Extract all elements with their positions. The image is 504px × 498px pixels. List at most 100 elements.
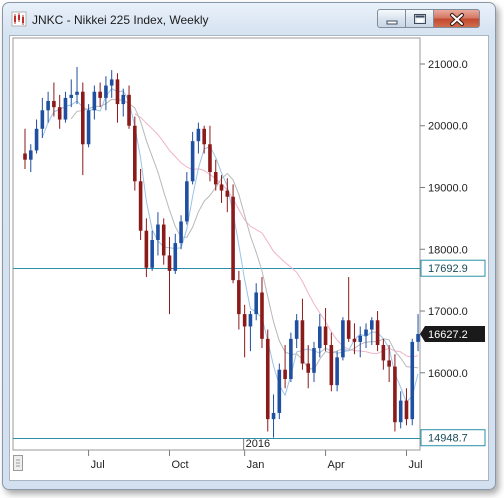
x-tick-label: Jul	[408, 459, 422, 471]
candle[interactable]	[312, 341, 316, 383]
candle[interactable]	[237, 270, 241, 330]
candle[interactable]	[92, 85, 97, 120]
candle-body	[289, 338, 293, 379]
candle[interactable]	[375, 311, 380, 352]
candle[interactable]	[57, 94, 62, 129]
candle[interactable]	[121, 88, 126, 117]
candle-body	[69, 94, 74, 98]
candle-body	[219, 184, 224, 191]
candle[interactable]	[208, 125, 212, 182]
candle[interactable]	[410, 338, 415, 426]
candle[interactable]	[398, 391, 403, 429]
candle[interactable]	[150, 230, 154, 271]
candle[interactable]	[69, 79, 74, 108]
candle[interactable]	[346, 277, 351, 342]
candle[interactable]	[271, 394, 276, 438]
candle[interactable]	[173, 233, 178, 274]
candle[interactable]	[317, 314, 322, 358]
candle-body	[109, 79, 114, 86]
chart-app-icon	[11, 11, 27, 27]
candle-body	[404, 400, 409, 420]
title-bar[interactable]: JNKC - Nikkei 225 Index, Weekly	[3, 3, 495, 35]
candle[interactable]	[323, 307, 328, 352]
candle[interactable]	[81, 82, 85, 176]
candle-body	[277, 369, 282, 413]
candle-body	[398, 400, 403, 423]
candle[interactable]	[127, 85, 131, 129]
candle-body	[225, 190, 230, 197]
y-tick-label: 16000.0	[428, 368, 468, 380]
candle[interactable]	[46, 91, 50, 123]
candle[interactable]	[225, 178, 230, 213]
candle[interactable]	[104, 76, 108, 111]
candle[interactable]	[144, 218, 149, 278]
candle[interactable]	[381, 338, 386, 370]
candle[interactable]	[306, 344, 311, 389]
candle-body	[335, 357, 339, 386]
scroll-left-handle[interactable]	[13, 455, 23, 471]
candle[interactable]	[156, 212, 160, 256]
candle[interactable]	[260, 277, 264, 349]
candle[interactable]	[219, 175, 224, 203]
price-chart[interactable]: 21000.0 20000.0 19000.0 18000.0 17000.0 16000…	[10, 36, 488, 480]
minimize-button[interactable]	[377, 9, 406, 28]
candle[interactable]	[404, 388, 409, 426]
candle-body	[410, 341, 415, 420]
candle[interactable]	[28, 144, 33, 173]
candle[interactable]	[75, 67, 79, 105]
candle[interactable]	[289, 332, 293, 383]
sma-slow-line	[134, 113, 419, 358]
candle[interactable]	[335, 351, 339, 392]
candle[interactable]	[329, 332, 334, 392]
candle[interactable]	[190, 131, 195, 185]
candle-body	[329, 344, 334, 386]
candle[interactable]	[196, 122, 201, 154]
candle[interactable]	[265, 329, 270, 432]
candle[interactable]	[202, 125, 206, 154]
candle[interactable]	[23, 128, 27, 169]
candle[interactable]	[277, 363, 282, 420]
candle[interactable]	[341, 317, 345, 361]
candle[interactable]	[133, 116, 137, 191]
candle[interactable]	[86, 104, 91, 148]
candle[interactable]	[98, 82, 102, 108]
candle[interactable]	[161, 218, 166, 265]
candle[interactable]	[416, 314, 420, 352]
candle-body	[52, 101, 56, 108]
close-button[interactable]	[434, 9, 480, 28]
candle[interactable]	[34, 119, 39, 154]
y-tick-label: 20000.0	[428, 121, 468, 133]
candle[interactable]	[370, 317, 374, 345]
candle-body	[271, 412, 276, 420]
candle[interactable]	[185, 172, 189, 225]
candle[interactable]	[283, 344, 287, 389]
candle[interactable]	[138, 168, 143, 240]
candle[interactable]	[294, 314, 299, 349]
candle[interactable]	[63, 91, 68, 123]
candle[interactable]	[393, 354, 397, 432]
chart-window: JNKC - Nikkei 225 Index, Weekly 21000.0 2…	[2, 2, 496, 490]
candle[interactable]	[52, 82, 56, 117]
candle[interactable]	[115, 73, 120, 123]
candle[interactable]	[40, 97, 45, 139]
candle-body	[370, 320, 374, 330]
candle[interactable]	[387, 344, 391, 383]
maximize-button[interactable]	[406, 9, 434, 28]
candle-body	[358, 335, 363, 342]
candle[interactable]	[248, 311, 253, 352]
candle[interactable]	[254, 283, 258, 321]
candle[interactable]	[109, 70, 114, 98]
candle[interactable]	[242, 304, 247, 358]
candle-body	[416, 334, 420, 342]
candle[interactable]	[352, 323, 357, 355]
candle[interactable]	[167, 236, 172, 315]
candle[interactable]	[213, 159, 218, 191]
candle[interactable]	[358, 326, 363, 358]
candle[interactable]	[364, 323, 368, 349]
chart-panel[interactable]: 21000.0 20000.0 19000.0 18000.0 17000.0 16000…	[9, 35, 489, 481]
candle[interactable]	[300, 298, 305, 370]
candle-body	[213, 172, 218, 185]
candle[interactable]	[179, 215, 183, 250]
maximize-icon	[414, 14, 426, 24]
candle[interactable]	[231, 184, 235, 284]
